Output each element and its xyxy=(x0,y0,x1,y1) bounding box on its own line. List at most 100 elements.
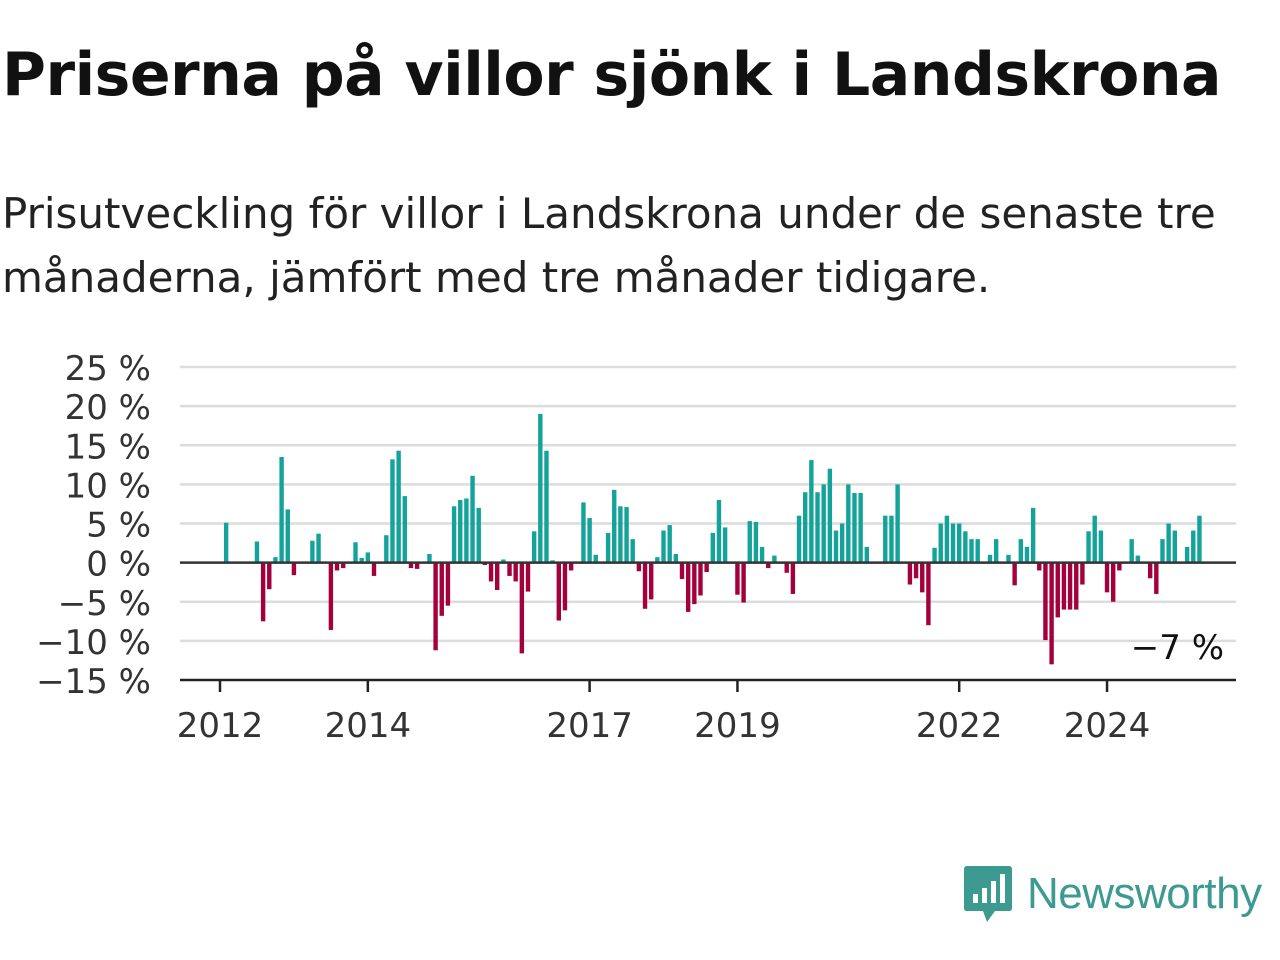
bar xyxy=(223,522,229,563)
bar xyxy=(698,562,703,596)
bar xyxy=(254,541,260,563)
bar xyxy=(581,502,586,563)
y-tick-label: 0 % xyxy=(86,545,151,585)
bar xyxy=(525,562,531,592)
y-tick-label: −10 % xyxy=(36,623,151,663)
bar xyxy=(790,562,796,594)
bar xyxy=(260,562,266,622)
bar xyxy=(920,562,925,593)
bar xyxy=(642,562,648,609)
bar xyxy=(827,468,833,563)
y-tick-label: 25 % xyxy=(65,349,151,389)
bar xyxy=(932,547,937,563)
bar xyxy=(371,562,377,576)
bar xyxy=(803,492,808,563)
bar xyxy=(464,498,469,563)
bar xyxy=(451,506,457,563)
bar xyxy=(883,515,888,563)
bar xyxy=(1135,555,1141,563)
bar xyxy=(402,496,407,563)
bar xyxy=(963,531,968,563)
brand-name: Newsworthy xyxy=(1027,869,1262,918)
bar xyxy=(667,525,672,563)
bar xyxy=(796,515,802,563)
bar xyxy=(544,450,549,563)
bar xyxy=(655,557,660,563)
y-tick-label: 15 % xyxy=(65,427,151,467)
bar xyxy=(938,523,943,563)
bar xyxy=(408,562,414,569)
bar xyxy=(821,484,826,563)
bar xyxy=(741,562,746,603)
bar xyxy=(852,492,857,563)
bar xyxy=(950,523,956,563)
bar xyxy=(957,523,962,563)
bar xyxy=(365,552,371,563)
brand-logo[interactable]: Newsworthy xyxy=(963,864,1262,924)
axes xyxy=(180,561,1236,692)
bar xyxy=(735,562,740,595)
bar xyxy=(433,562,438,651)
bar xyxy=(1117,562,1122,571)
bar xyxy=(1024,546,1030,563)
bar xyxy=(624,507,629,563)
bar xyxy=(501,559,506,563)
bar xyxy=(568,562,574,571)
bar xyxy=(341,562,346,569)
bar xyxy=(1147,562,1153,579)
bar xyxy=(907,562,913,585)
bar xyxy=(291,562,297,576)
bar xyxy=(784,562,789,573)
bar xyxy=(987,554,993,563)
bar xyxy=(1129,539,1134,563)
bar xyxy=(285,509,290,563)
bar xyxy=(458,500,463,563)
bar xyxy=(975,539,980,563)
bar xyxy=(710,532,715,563)
bar xyxy=(310,540,315,563)
bar xyxy=(267,562,272,590)
bar xyxy=(359,557,364,563)
bar xyxy=(1104,562,1110,593)
bar xyxy=(1092,515,1097,563)
bar xyxy=(839,523,845,563)
bar xyxy=(396,450,401,563)
bar xyxy=(772,555,777,563)
bar xyxy=(716,500,722,563)
bar xyxy=(993,539,999,563)
chart-title: Priserna på villor sjönk i Landskrona xyxy=(2,40,1222,110)
bar xyxy=(1111,562,1116,602)
bar xyxy=(969,539,974,563)
bar xyxy=(833,530,839,563)
tick-labels: −15 %−10 %−5 %0 %5 %10 %15 %20 %25 % 2012… xyxy=(36,349,1224,746)
bar xyxy=(495,562,500,591)
y-tick-label: −15 % xyxy=(36,662,151,702)
bar xyxy=(556,562,561,621)
x-tick-label: 2019 xyxy=(694,706,781,746)
bar xyxy=(587,518,592,563)
bar xyxy=(445,562,451,606)
bar xyxy=(630,539,635,563)
bar xyxy=(1067,562,1073,610)
bar xyxy=(390,459,395,563)
y-tick-label: −5 % xyxy=(58,584,151,624)
bar xyxy=(1080,562,1085,585)
last-value-label: −7 % xyxy=(1131,628,1224,668)
bar xyxy=(1166,523,1171,563)
bar xyxy=(279,456,284,563)
y-tick-label: 10 % xyxy=(65,466,151,506)
bar xyxy=(593,554,598,563)
bar xyxy=(513,562,518,582)
bar xyxy=(766,562,771,569)
x-tick-label: 2012 xyxy=(177,706,264,746)
bar xyxy=(612,489,617,563)
bar xyxy=(864,546,869,563)
bar xyxy=(562,562,568,611)
bar xyxy=(273,557,278,563)
bar xyxy=(944,515,950,563)
newsworthy-logo-icon xyxy=(964,866,1012,922)
bar xyxy=(704,562,709,573)
bar xyxy=(605,532,611,563)
bar xyxy=(809,460,814,563)
